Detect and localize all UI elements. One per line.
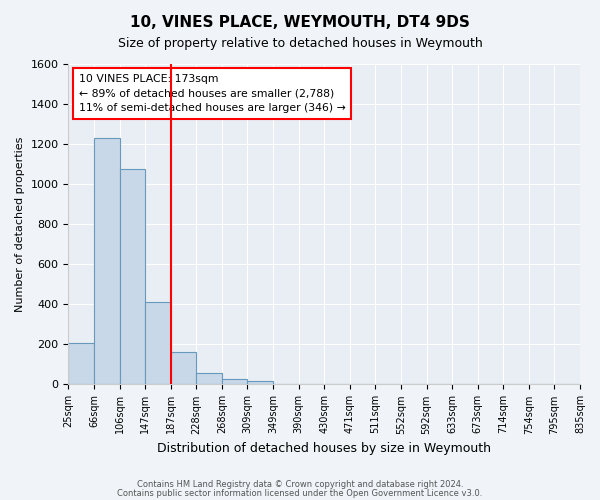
X-axis label: Distribution of detached houses by size in Weymouth: Distribution of detached houses by size … <box>157 442 491 455</box>
Bar <box>68 344 94 384</box>
Text: 10, VINES PLACE, WEYMOUTH, DT4 9DS: 10, VINES PLACE, WEYMOUTH, DT4 9DS <box>130 15 470 30</box>
Bar <box>94 138 119 384</box>
Bar <box>196 374 222 384</box>
Bar <box>222 380 247 384</box>
Text: Size of property relative to detached houses in Weymouth: Size of property relative to detached ho… <box>118 38 482 51</box>
Bar <box>119 169 145 384</box>
Bar <box>247 382 273 384</box>
Bar <box>145 302 171 384</box>
Y-axis label: Number of detached properties: Number of detached properties <box>15 136 25 312</box>
Text: Contains public sector information licensed under the Open Government Licence v3: Contains public sector information licen… <box>118 488 482 498</box>
Bar <box>171 352 196 384</box>
Text: 10 VINES PLACE: 173sqm
← 89% of detached houses are smaller (2,788)
11% of semi-: 10 VINES PLACE: 173sqm ← 89% of detached… <box>79 74 346 113</box>
Text: Contains HM Land Registry data © Crown copyright and database right 2024.: Contains HM Land Registry data © Crown c… <box>137 480 463 489</box>
